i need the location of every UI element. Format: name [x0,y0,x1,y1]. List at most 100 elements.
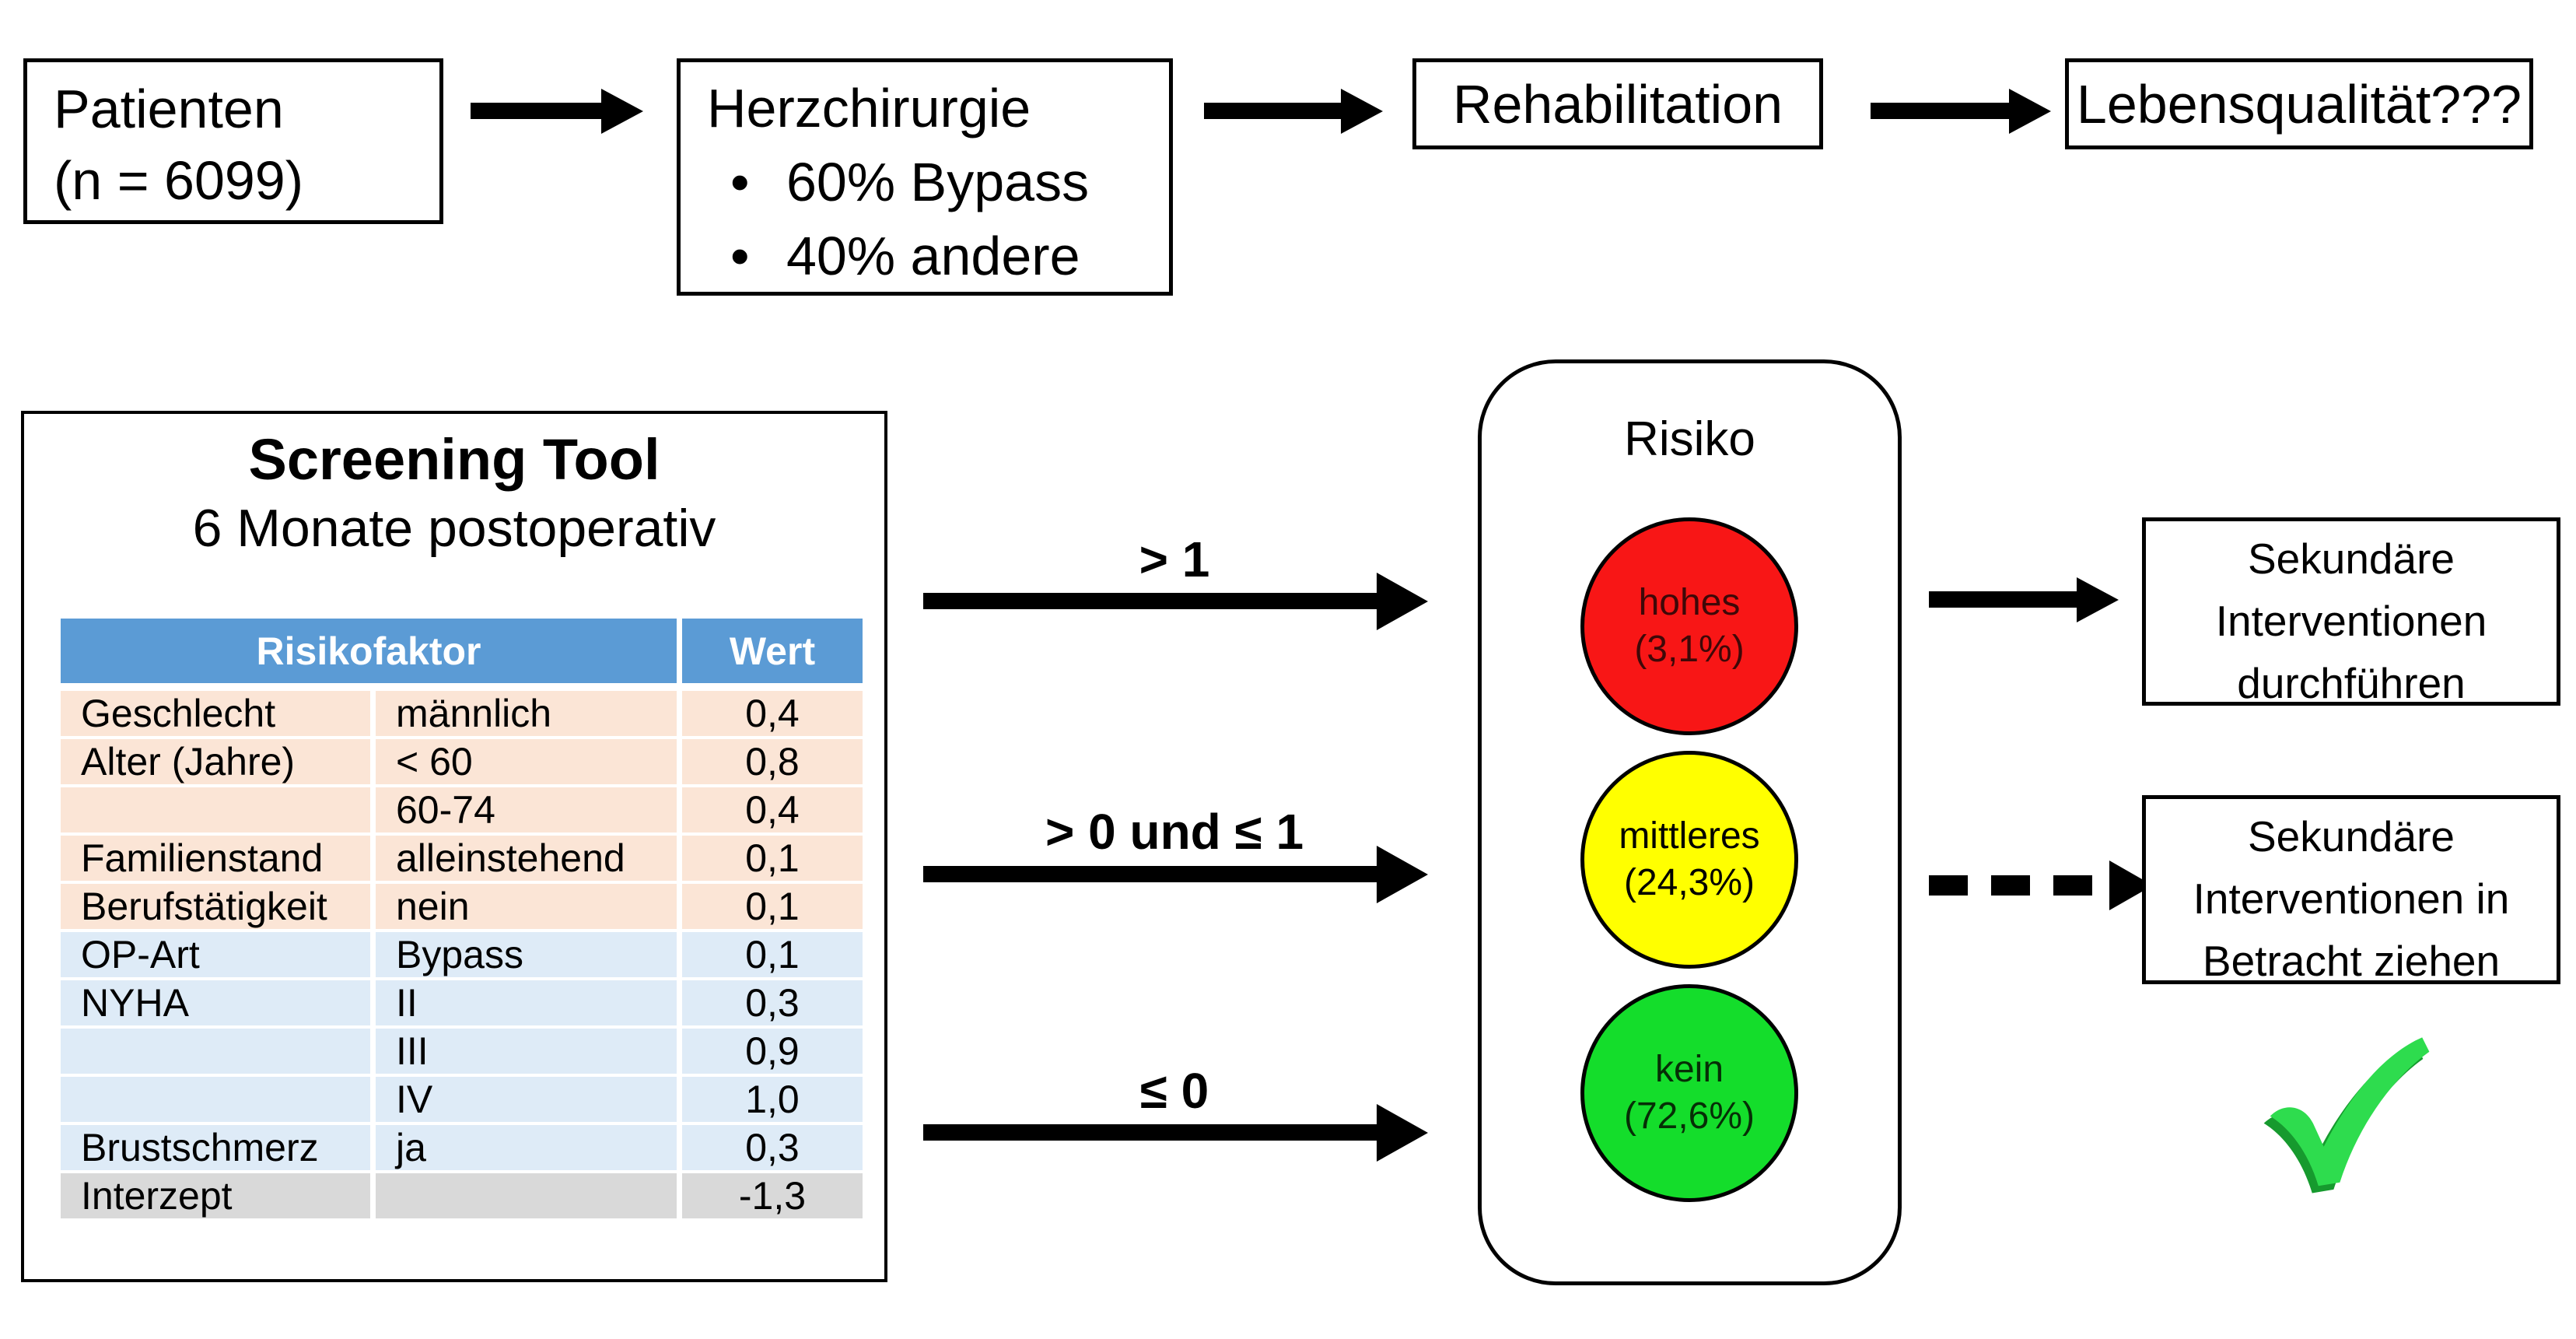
heart-surgery-title: Herzchirurgie [707,78,1031,138]
level-cell: II [376,980,677,1025]
branch-arrow-mid [923,866,1377,882]
factor-cell [61,787,370,832]
screening-title: Screening Tool [248,427,660,492]
risk-light-mid-percent: (24,3%) [1623,862,1755,903]
dash-segment [1929,875,1968,896]
bullet-icon: • [730,226,750,286]
risk-light-low-percent: (72,6%) [1623,1095,1755,1137]
flow-arrow-1 [471,103,601,119]
bullet-text-bypass: 60% Bypass [786,152,1090,212]
screening-subtitle: 6 Monate postoperativ [192,499,716,558]
quality-of-life-label: Lebensqualität??? [2076,73,2522,135]
outcome-line: Sekundäre [2247,812,2455,861]
risk-light-high: hohes (3,1%) [1580,517,1798,735]
factor-cell: Alter (Jahre) [61,739,370,784]
level-cell: ja [376,1125,677,1170]
dash-segment [1991,875,2030,896]
level-cell: < 60 [376,739,677,784]
outcome-box-intervene: Sekundäre Interventionen durchführen [2142,517,2560,707]
quality-of-life-box: Lebensqualität??? [2065,58,2533,149]
level-cell: 60-74 [376,787,677,832]
outcome-line: Interventionen in [2193,875,2510,923]
risk-light-high-label: hohes [1638,582,1741,623]
table-row: OP-Art Bypass 0,1 [61,932,863,977]
outcome-line: Sekundäre [2247,535,2455,583]
branch-arrow-high [923,593,1377,609]
green-checkmark-icon [2263,1037,2430,1194]
risk-title: Risiko [1624,412,1755,466]
value-cell: 0,4 [682,691,863,736]
branch-label-low: ≤ 0 [1139,1063,1209,1119]
patients-line1: Patienten [54,79,284,139]
factor-cell: Geschlecht [61,691,370,736]
outcome-line: Interventionen [2215,597,2487,645]
table-row: NYHA II 0,3 [61,980,863,1025]
bullet-icon: • [730,152,750,212]
table-row: 60-74 0,4 [61,787,863,832]
bullet-item: • 40% andere [707,219,1169,293]
flow-arrow-3 [1871,103,2009,119]
value-cell: 0,9 [682,1029,863,1074]
outcome-box-consider: Sekundäre Interventionen in Betracht zie… [2142,795,2560,985]
factor-cell: Brustschmerz [61,1125,370,1170]
value-cell: 0,3 [682,1125,863,1170]
level-cell: III [376,1029,677,1074]
risk-light-low: kein (72,6%) [1580,984,1798,1202]
branch-label-mid: > 0 und ≤ 1 [1045,804,1304,860]
table-row: Familienstand alleinstehend 0,1 [61,836,863,881]
screening-tool-panel: Screening Tool 6 Monate postoperativ Ris… [21,411,887,1282]
risk-factor-table: Risikofaktor Wert Geschlecht männlich 0,… [61,619,863,1222]
outcome-line: durchführen [2237,659,2466,707]
table-row: III 0,9 [61,1029,863,1074]
factor-cell: Berufstätigkeit [61,884,370,929]
level-cell: nein [376,884,677,929]
factor-cell: OP-Art [61,932,370,977]
branch-label-high: > 1 [1139,531,1210,587]
table-row: Interzept -1,3 [61,1173,863,1218]
level-cell: alleinstehend [376,836,677,881]
level-cell: männlich [376,691,677,736]
flow-arrow-2 [1204,103,1341,119]
rehabilitation-label: Rehabilitation [1452,73,1783,135]
heart-surgery-box: Herzchirurgie • 60% Bypass • 40% andere [677,58,1173,296]
patients-box: Patienten (n = 6099) [23,58,443,224]
level-cell: IV [376,1077,677,1122]
patients-line2: (n = 6099) [54,150,304,211]
value-cell: 0,1 [682,884,863,929]
factor-cell [61,1077,370,1122]
value-cell: 0,4 [682,787,863,832]
level-cell: Bypass [376,932,677,977]
risk-light-high-percent: (3,1%) [1634,629,1745,670]
table-row: Berufstätigkeit nein 0,1 [61,884,863,929]
factor-cell: Familienstand [61,836,370,881]
risk-light-low-label: kein [1654,1049,1724,1090]
table-row: IV 1,0 [61,1077,863,1122]
factor-cell: Interzept [61,1173,370,1218]
value-cell: 1,0 [682,1077,863,1122]
factor-cell: NYHA [61,980,370,1025]
outcome-arrow-dashed [1929,861,2154,910]
value-cell: 0,1 [682,836,863,881]
factor-cell [61,1029,370,1074]
bullet-item: • 60% Bypass [707,145,1169,219]
level-cell [376,1173,677,1218]
risk-traffic-light-panel: Risiko hohes (3,1%) mittleres (24,3%) ke… [1478,359,1902,1285]
table-row: Brustschmerz ja 0,3 [61,1125,863,1170]
branch-arrow-low [923,1124,1377,1141]
value-cell: 0,8 [682,739,863,784]
table-row: Alter (Jahre) < 60 0,8 [61,739,863,784]
bullet-text-other: 40% andere [786,226,1080,286]
header-cell-risikofaktor: Risikofaktor [61,619,677,683]
rehabilitation-box: Rehabilitation [1412,58,1823,149]
dash-segment [2053,875,2092,896]
table-row: Geschlecht männlich 0,4 [61,691,863,736]
outcome-arrow-solid [1929,591,2077,608]
table-header-row: Risikofaktor Wert [61,619,863,683]
header-cell-wert: Wert [682,619,863,683]
outcome-line: Betracht ziehen [2202,937,2501,985]
value-cell: -1,3 [682,1173,863,1218]
risk-light-mid-label: mittleres [1619,815,1760,857]
value-cell: 0,3 [682,980,863,1025]
value-cell: 0,1 [682,932,863,977]
